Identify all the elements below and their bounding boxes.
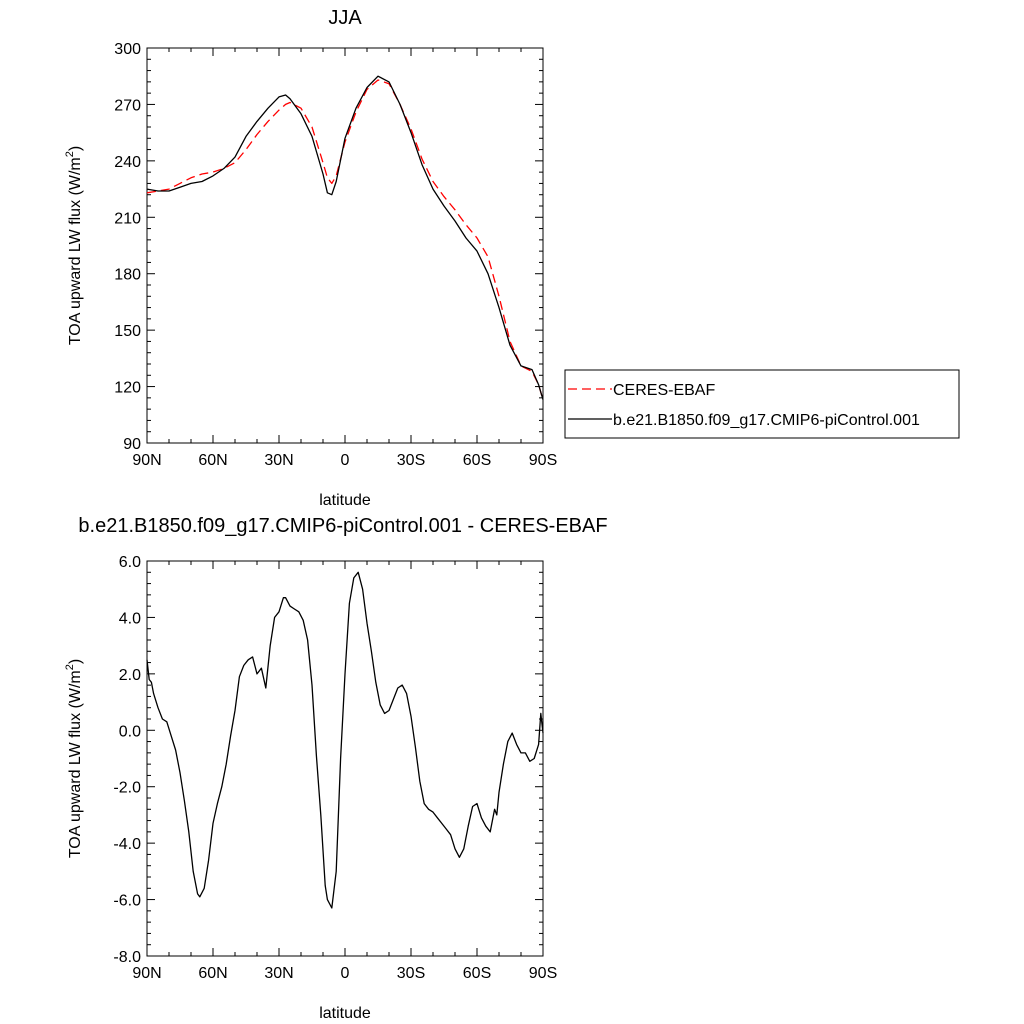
y-axis-label-superscript: 2 [64,664,76,670]
y-tick-label: 4.0 [119,610,141,627]
series-lines [146,75,544,400]
series-line-1 [146,79,544,400]
x-tick-label: 90N [132,965,161,982]
x-tick-label: 60N [198,965,227,982]
y-tick-label: 0.0 [119,723,141,740]
y-tick-label: 6.0 [119,554,141,571]
y-tick-label: 180 [114,267,141,284]
plot-frame [146,47,544,444]
x-tick-label: 30N [264,452,293,469]
y-tick-label: 150 [114,323,141,340]
y-axis-label-end: ) [67,146,84,151]
legend-label-model: b.e21.B1850.f09_g17.CMIP6-piControl.001 [613,412,920,429]
y-tick-label: 90 [123,436,141,453]
x-tick-label: 30N [264,965,293,982]
y-axis-label-end: ) [67,659,84,664]
y-tick-label: -4.0 [113,836,141,853]
x-tick-label: 60S [463,965,491,982]
legend-label-ceres: CERES-EBAF [613,382,715,399]
x-tick-label: 30S [397,965,425,982]
bottom-panel-difference-chart: b.e21.B1850.f09_g17.CMIP6-piControl.001 … [64,515,608,1022]
plot-border [146,47,544,444]
y-axis-label-superscript: 2 [64,151,76,157]
y-tick-label: 210 [114,210,141,227]
y-tick-label: 240 [114,154,141,171]
x-tick-label: 90S [529,452,557,469]
x-tick-label: 60N [198,452,227,469]
y-tick-label: -2.0 [113,780,141,797]
y-tick-label: -8.0 [113,949,141,966]
plot-frame [146,560,544,957]
x-axis-label: latitude [319,1005,371,1022]
chart-title: JJA [328,7,362,29]
x-tick-label: 0 [341,452,350,469]
y-axis-label-main: TOA upward LW flux (W/m [67,157,84,345]
series-line-2 [146,75,544,400]
axis-ticks: 90N 60N 30N 0 30S 60S 90S 90 120 150 180 210 240 270 3… [114,41,557,469]
y-axis-label: TOA upward LW flux (W/m2) [64,146,84,345]
series-lines [146,571,544,909]
y-tick-label: 270 [114,97,141,114]
legend: CERES-EBAF b.e21.B1850.f09_g17.CMIP6-piC… [564,369,960,439]
y-axis-label-main: TOA upward LW flux (W/m [67,670,84,858]
series-line-1 [146,571,544,909]
x-tick-label: 90N [132,452,161,469]
plot-border [146,560,544,957]
x-tick-label: 60S [463,452,491,469]
y-tick-label: -6.0 [113,893,141,910]
legend-box [564,369,960,439]
axis-ticks: 90N 60N 30N 0 30S 60S 90S -8.0 -6.0 -4.0 -2.0 0.0 2.… [113,554,557,982]
y-tick-label: 2.0 [119,667,141,684]
x-tick-label: 0 [341,965,350,982]
y-tick-label: 120 [114,380,141,397]
top-panel-flux-chart: JJA 90N 60N 30N 0 30S 60S 90S 90 120 150 180 210 240… [64,7,557,509]
y-tick-label: 300 [114,41,141,58]
chart-title: b.e21.B1850.f09_g17.CMIP6-piControl.001 … [78,515,607,537]
x-tick-label: 90S [529,965,557,982]
y-axis-label: TOA upward LW flux (W/m2) [64,659,84,858]
x-tick-label: 30S [397,452,425,469]
x-axis-label: latitude [319,492,371,509]
